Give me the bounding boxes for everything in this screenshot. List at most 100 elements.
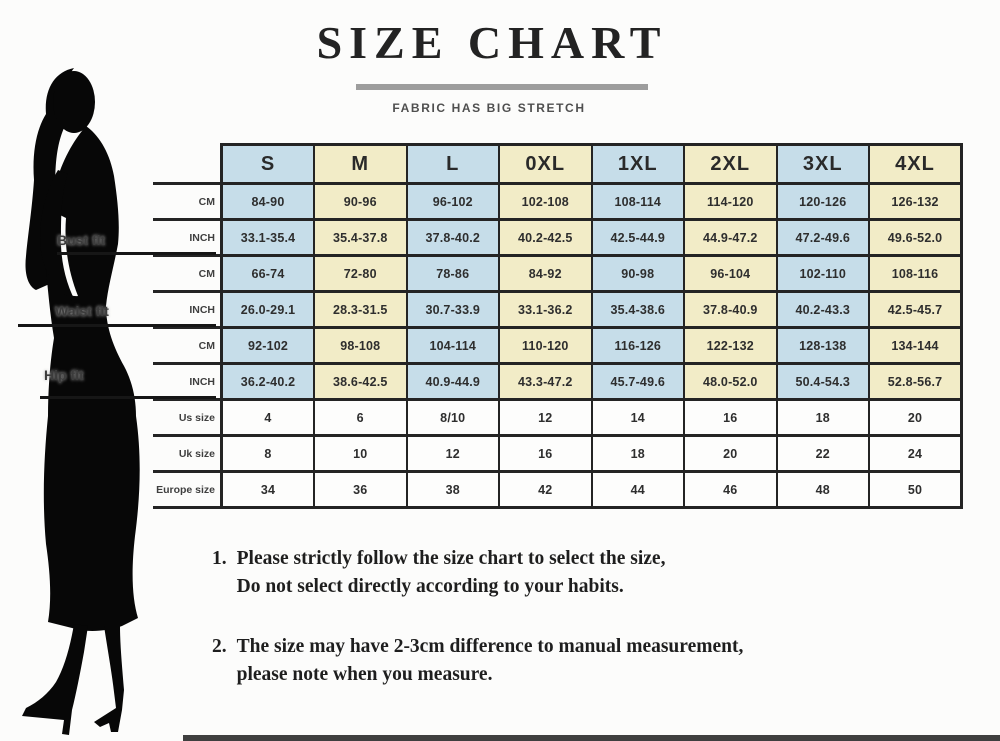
bust-fit-label: Bust fit	[57, 232, 106, 248]
size-cell: 22	[775, 434, 870, 473]
size-cell: 84-92	[498, 254, 593, 293]
size-cell: 110-120	[498, 326, 593, 365]
size-cell: 134-144	[868, 326, 963, 365]
size-cell: 35.4-37.8	[313, 218, 408, 257]
note-item: 1. Please strictly follow the size chart…	[212, 545, 665, 602]
size-column-header: L	[405, 143, 500, 185]
size-cell: 44	[590, 470, 685, 509]
arm-shape	[40, 170, 78, 306]
size-cell: 26.0-29.1	[220, 290, 315, 329]
size-cell: 14	[590, 398, 685, 437]
table-row: Uk size 8 10 12 16 18 20 22 24	[153, 434, 963, 473]
size-cell: 48	[775, 470, 870, 509]
size-cell: 114-120	[683, 182, 778, 221]
size-cell: 33.1-35.4	[220, 218, 315, 257]
size-column-header: 0XL	[498, 143, 593, 185]
size-cell: 37.8-40.9	[683, 290, 778, 329]
size-cell: 104-114	[405, 326, 500, 365]
size-cell: 20	[868, 398, 963, 437]
size-cell: 120-126	[775, 182, 870, 221]
table-row: INCH 33.1-35.4 35.4-37.8 37.8-40.2 40.2-42.5…	[153, 218, 963, 257]
size-cell: 24	[868, 434, 963, 473]
size-column-header: 4XL	[868, 143, 963, 185]
size-cell: 40.2-42.5	[498, 218, 593, 257]
note-number: 2.	[212, 636, 227, 657]
header-row: S M L 0XL 1XL 2XL 3XL 4XL	[153, 143, 963, 185]
waist-fit-label: Waist fit	[55, 303, 109, 319]
size-cell: 42.5-45.7	[868, 290, 963, 329]
size-cell: 8/10	[405, 398, 500, 437]
bust-guide-line	[57, 252, 216, 255]
size-cell: 72-80	[313, 254, 408, 293]
row-label: INCH	[153, 218, 223, 257]
size-cell: 18	[775, 398, 870, 437]
corner-cell	[153, 144, 222, 185]
row-label: CM	[153, 326, 223, 365]
size-cell: 12	[498, 398, 593, 437]
size-cell: 43.3-47.2	[498, 362, 593, 401]
size-column-header: 1XL	[590, 143, 685, 185]
note-text: The size may have 2-3cm difference to ma…	[237, 633, 744, 690]
size-cell: 96-104	[683, 254, 778, 293]
size-cell: 12	[405, 434, 500, 473]
size-cell: 52.8-56.7	[868, 362, 963, 401]
size-cell: 90-98	[590, 254, 685, 293]
table-row: INCH 36.2-40.2 38.6-42.5 40.9-44.9 43.3-47.2…	[153, 362, 963, 401]
waist-guide-line	[18, 324, 216, 327]
size-cell: 28.3-31.5	[313, 290, 408, 329]
size-cell: 66-74	[220, 254, 315, 293]
note-text: Please strictly follow the size chart to…	[237, 545, 666, 602]
note-item: 2. The size may have 2-3cm difference to…	[212, 633, 743, 690]
size-cell: 36.2-40.2	[220, 362, 315, 401]
size-cell: 108-114	[590, 182, 685, 221]
table-row: CM 66-74 72-80 78-86 84-92 90-98 96-104 102-110…	[153, 254, 963, 293]
size-cell: 8	[220, 434, 315, 473]
size-cell: 84-90	[220, 182, 315, 221]
size-cell: 102-108	[498, 182, 593, 221]
row-label: Europe size	[153, 470, 223, 509]
size-cell: 40.2-43.3	[775, 290, 870, 329]
size-cell: 116-126	[590, 326, 685, 365]
size-cell: 47.2-49.6	[775, 218, 870, 257]
size-cell: 42.5-44.9	[590, 218, 685, 257]
size-cell: 20	[683, 434, 778, 473]
size-cell: 42	[498, 470, 593, 509]
head-shape	[53, 71, 95, 133]
table-row: INCH 26.0-29.1 28.3-31.5 30.7-33.9 33.1-36.2…	[153, 290, 963, 329]
title-underline	[356, 84, 648, 90]
row-label: Uk size	[153, 434, 223, 473]
size-cell: 37.8-40.2	[405, 218, 500, 257]
size-cell: 92-102	[220, 326, 315, 365]
size-cell: 102-110	[775, 254, 870, 293]
size-cell: 128-138	[775, 326, 870, 365]
row-label: CM	[153, 182, 223, 221]
size-cell: 48.0-52.0	[683, 362, 778, 401]
size-cell: 96-102	[405, 182, 500, 221]
size-cell: 49.6-52.0	[868, 218, 963, 257]
page-title: SIZE CHART	[316, 17, 668, 68]
size-cell: 36	[313, 470, 408, 509]
size-cell: 45.7-49.6	[590, 362, 685, 401]
back-leg-shape	[94, 626, 124, 732]
size-column-header: M	[313, 143, 408, 185]
row-label: Us size	[153, 398, 223, 437]
size-column-header: S	[220, 143, 315, 185]
size-cell: 40.9-44.9	[405, 362, 500, 401]
size-cell: 90-96	[313, 182, 408, 221]
note-number: 1.	[212, 548, 227, 569]
table-row: CM 84-90 90-96 96-102 102-108 108-114 114-120 1…	[153, 182, 963, 221]
size-cell: 4	[220, 398, 315, 437]
page-subtitle: FABRIC HAS BIG STRETCH	[392, 101, 586, 115]
woman-silhouette	[22, 68, 140, 735]
size-cell: 44.9-47.2	[683, 218, 778, 257]
size-cell: 34	[220, 470, 315, 509]
hip-fit-label: Hip fit	[44, 367, 84, 383]
size-cell: 16	[498, 434, 593, 473]
size-cell: 122-132	[683, 326, 778, 365]
torso-shape	[45, 126, 136, 416]
note-line: Please strictly follow the size chart to…	[236, 548, 666, 569]
size-cell: 33.1-36.2	[498, 290, 593, 329]
row-label: INCH	[153, 290, 223, 329]
size-column-header: 3XL	[775, 143, 870, 185]
